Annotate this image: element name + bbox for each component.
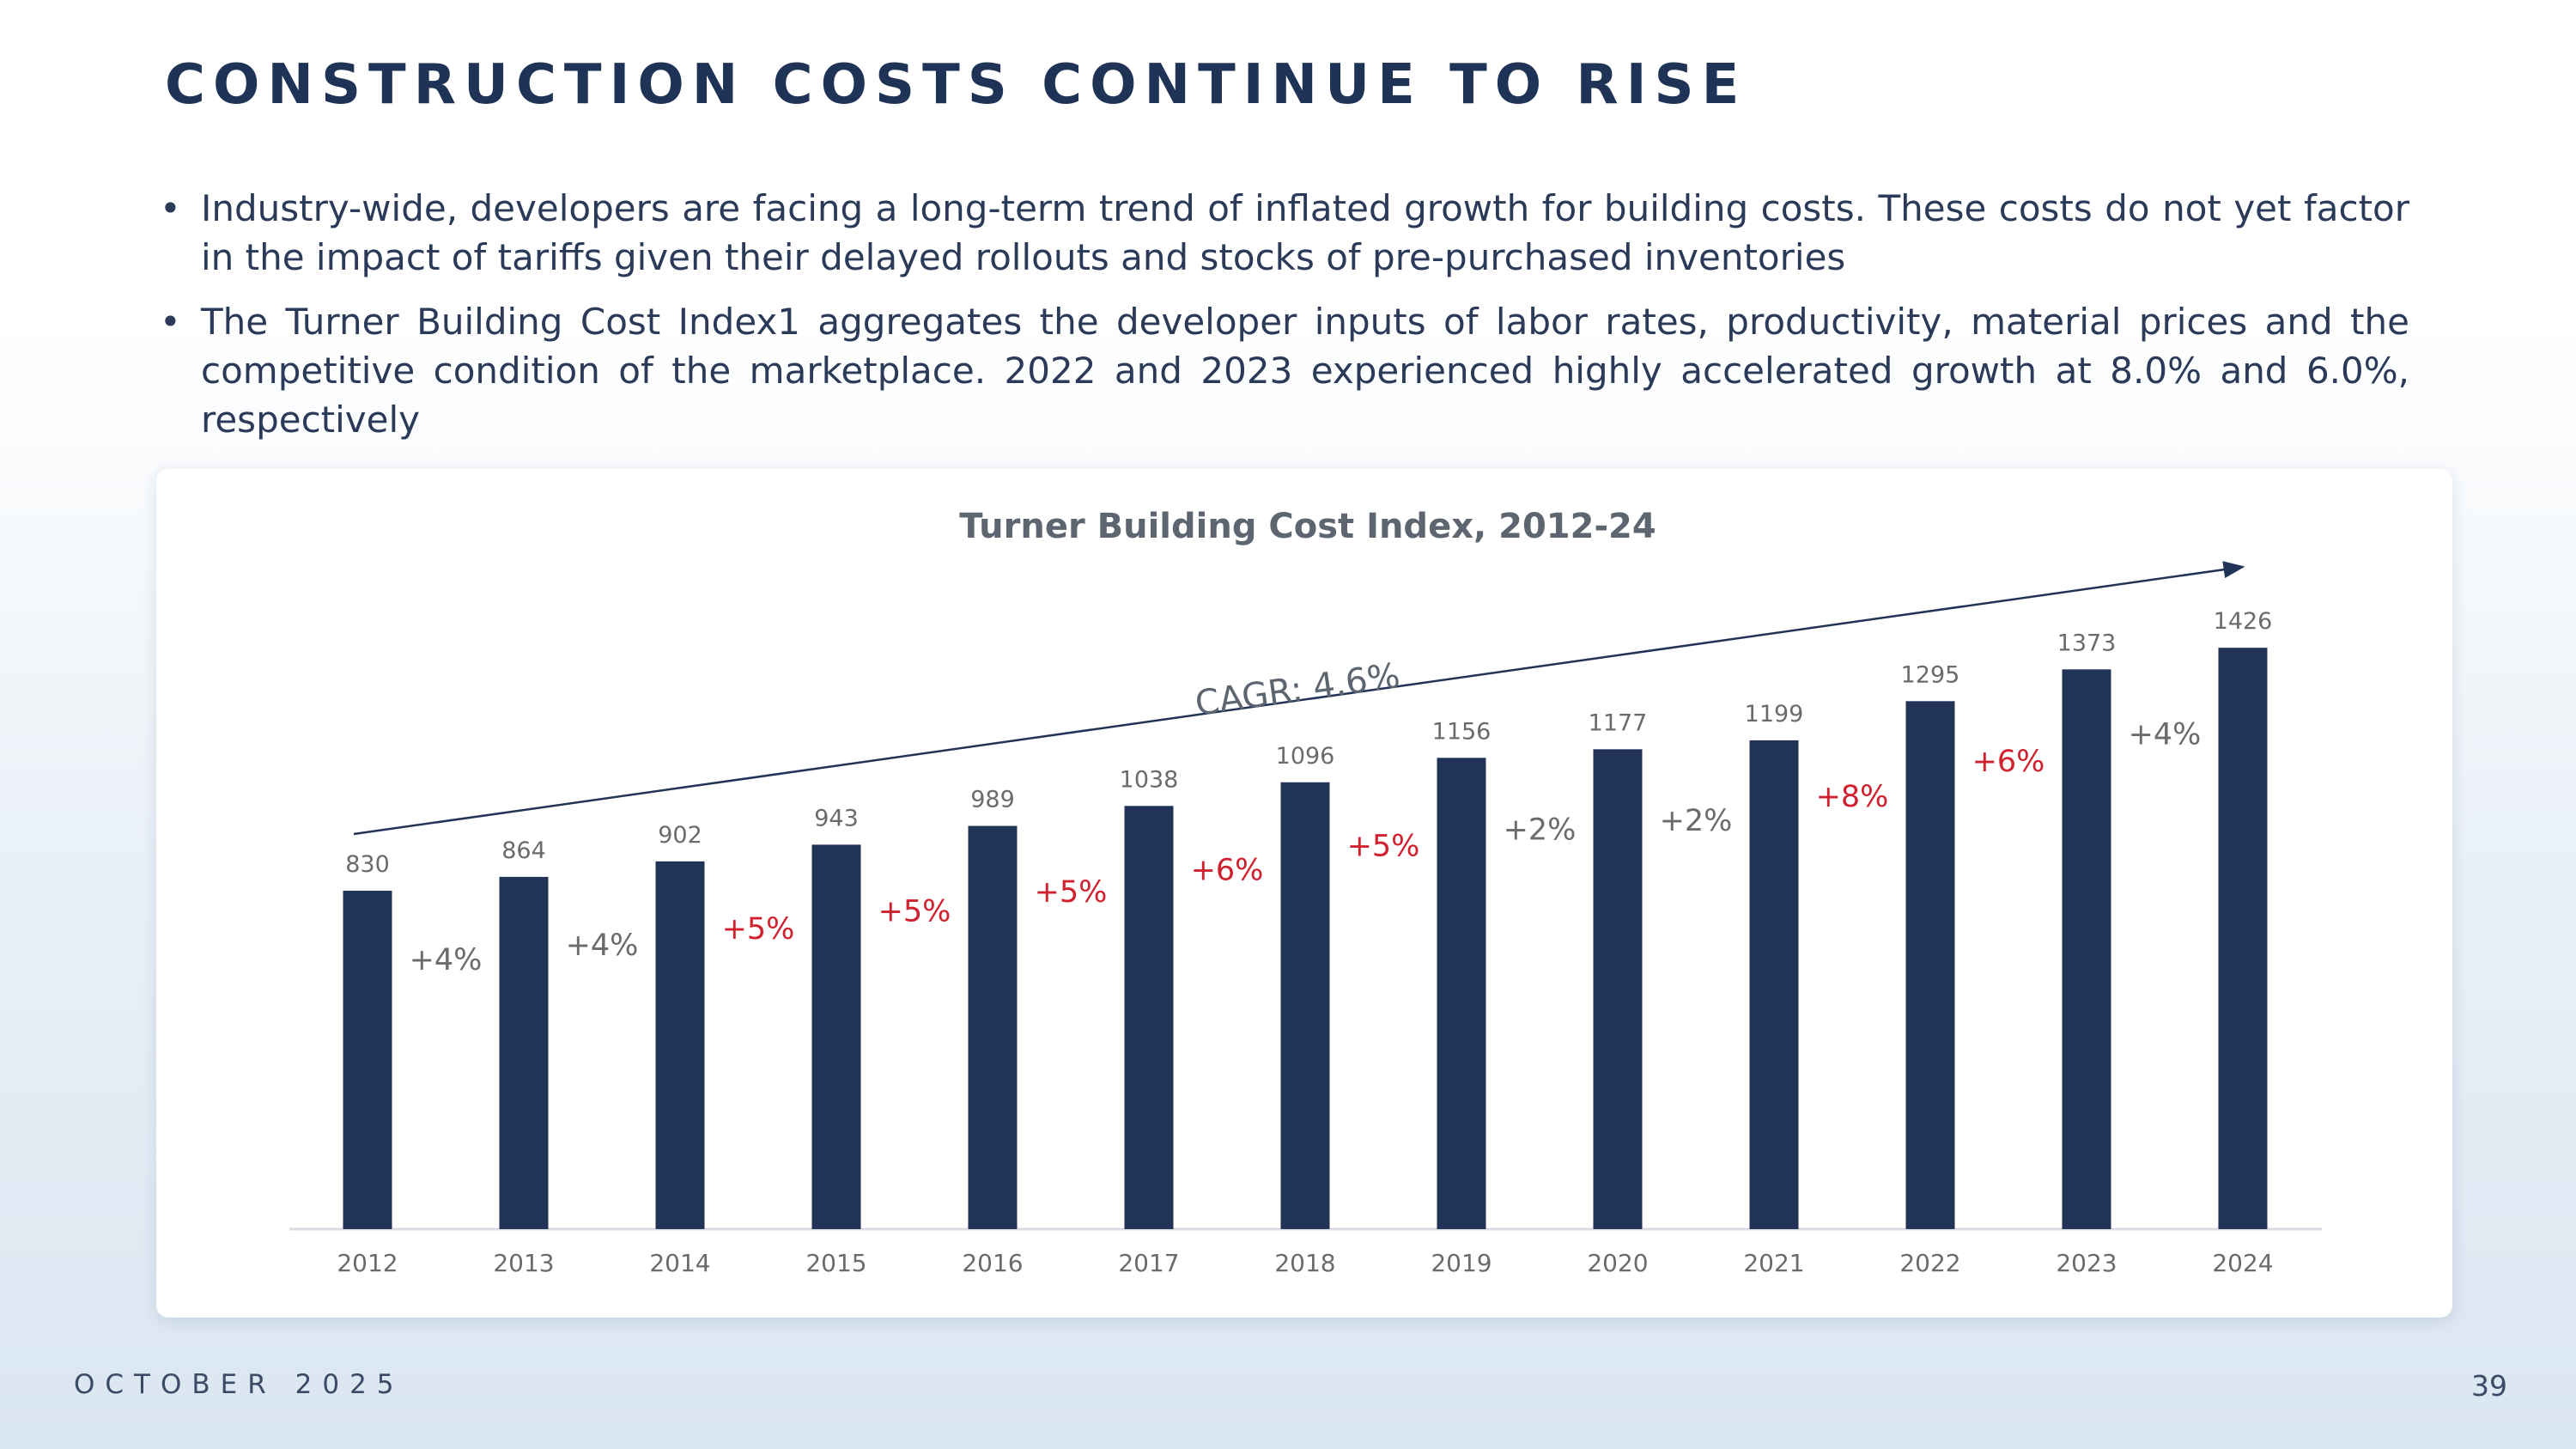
growth-label-2018: +6% — [1191, 854, 1264, 888]
bullet-text: The Turner Building Cost Index1 aggregat… — [201, 301, 2409, 441]
data-label-2020: 1177 — [1589, 709, 1648, 736]
page-number: 39 — [2471, 1369, 2507, 1403]
growth-label-2024: +4% — [2129, 718, 2202, 752]
growth-label-2020: +2% — [1504, 813, 1577, 847]
bar-2012 — [343, 891, 392, 1229]
cagr-trend-arrow — [353, 561, 2245, 836]
bar-2019 — [1437, 758, 1486, 1229]
x-tick-2020: 2020 — [1587, 1249, 1648, 1277]
cagr-annotation: CAGR: 4.6% — [1193, 656, 1402, 724]
bar-2023 — [2062, 669, 2111, 1229]
bar-2017 — [1124, 806, 1174, 1229]
growth-label-2015: +5% — [722, 912, 795, 947]
bar-2015 — [811, 844, 861, 1229]
x-tick-2012: 2012 — [337, 1249, 398, 1277]
growth-label-2022: +8% — [1816, 780, 1889, 814]
data-label-2013: 864 — [501, 837, 546, 864]
bullet-glyph: • — [160, 301, 181, 343]
growth-label-2021: +2% — [1660, 804, 1733, 838]
bullet-text: Industry-wide, developers are facing a l… — [201, 187, 2409, 278]
x-tick-2024: 2024 — [2212, 1249, 2273, 1277]
x-tick-2019: 2019 — [1431, 1249, 1492, 1277]
data-label-2018: 1096 — [1276, 743, 1335, 770]
x-tick-2013: 2013 — [493, 1249, 554, 1277]
data-label-2019: 1156 — [1432, 718, 1492, 745]
bar-2016 — [968, 825, 1018, 1229]
x-tick-2016: 2016 — [962, 1249, 1023, 1277]
bar-2024 — [2218, 648, 2268, 1229]
x-tick-2015: 2015 — [805, 1249, 866, 1277]
data-label-2022: 1295 — [1901, 661, 1960, 688]
data-label-2024: 1426 — [2214, 608, 2273, 635]
data-label-2017: 1038 — [1120, 766, 1179, 793]
bar-2020 — [1593, 749, 1643, 1229]
bar-2018 — [1280, 782, 1330, 1229]
footer-date: OCTOBER 2025 — [74, 1369, 404, 1400]
page-title: CONSTRUCTION COSTS CONTINUE TO RISE — [165, 53, 1747, 117]
chart-card: Turner Building Cost Index, 2012-24 CAGR… — [156, 469, 2452, 1318]
x-tick-2021: 2021 — [1743, 1249, 1804, 1277]
growth-label-2016: +5% — [878, 894, 951, 928]
data-label-2021: 1199 — [1745, 701, 1804, 728]
bar-2022 — [1905, 701, 1955, 1229]
bar-2013 — [499, 876, 549, 1229]
growth-label-2019: +5% — [1347, 830, 1420, 864]
data-label-2023: 1373 — [2057, 630, 2117, 656]
bar-2014 — [655, 861, 705, 1229]
growth-label-2014: +4% — [566, 928, 639, 963]
x-tick-2023: 2023 — [2056, 1249, 2117, 1277]
data-label-2015: 943 — [814, 805, 859, 831]
data-label-2012: 830 — [345, 851, 390, 878]
bullet-glyph: • — [160, 187, 181, 229]
growth-label-2013: +4% — [410, 943, 483, 977]
x-tick-2017: 2017 — [1118, 1249, 1179, 1277]
bullet-list: • Industry-wide, developers are facing a … — [160, 184, 2409, 460]
bullet-item: • The Turner Building Cost Index1 aggrega… — [160, 297, 2409, 444]
bullet-item: • Industry-wide, developers are facing a … — [160, 184, 2409, 282]
x-tick-2014: 2014 — [649, 1249, 710, 1277]
data-label-2014: 902 — [658, 822, 702, 849]
data-label-2016: 989 — [970, 787, 1015, 813]
bar-2021 — [1749, 740, 1799, 1229]
x-tick-2022: 2022 — [1899, 1249, 1960, 1277]
growth-label-2017: +5% — [1035, 875, 1108, 910]
growth-label-2023: +6% — [1972, 745, 2045, 779]
bar-chart: Turner Building Cost Index, 2012-24 CAGR… — [289, 507, 2322, 1277]
chart-title: Turner Building Cost Index, 2012-24 — [959, 507, 1656, 546]
x-tick-2018: 2018 — [1274, 1249, 1335, 1277]
